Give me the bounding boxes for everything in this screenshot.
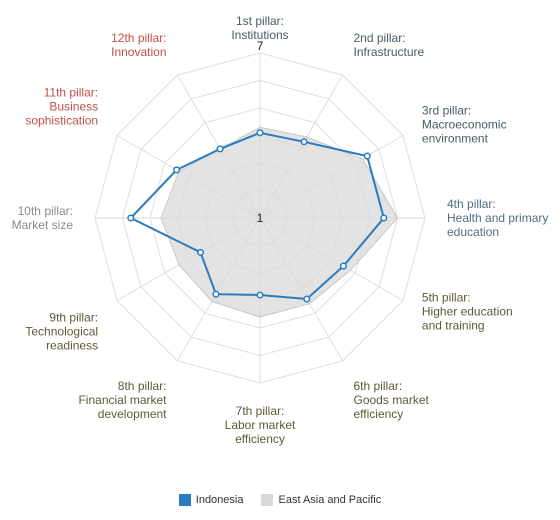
axis-label-line: 11th pillar: <box>44 86 98 100</box>
legend-label-indonesia: Indonesia <box>195 494 244 506</box>
axis-label-line: education <box>447 225 499 239</box>
axis-label-line: 5th pillar: <box>422 291 471 305</box>
axis-label-line: Labor market <box>225 418 296 432</box>
axis-label-line: 12th pillar: <box>111 31 166 45</box>
axis-label-line: Institutions <box>231 28 288 42</box>
axis-label-line: Market size <box>12 218 74 232</box>
axis-label-line: efficiency <box>354 407 404 421</box>
axis-label-line: development <box>98 407 167 421</box>
data-point <box>300 138 308 146</box>
axis-label-line: 10th pillar: <box>18 204 73 218</box>
axis-label-line: 6th pillar: <box>354 379 403 393</box>
tick-label-max: 7 <box>257 39 264 53</box>
axis-label-line: sophistication <box>25 114 98 128</box>
legend-swatch-indonesia <box>178 494 191 506</box>
legend-swatch-east-asia-pacific <box>261 494 274 506</box>
axis-label: 2nd pillar: Infrastructure <box>354 31 425 59</box>
data-point <box>256 291 264 299</box>
data-point <box>363 152 371 160</box>
axis-label: 8th pillar: Financial market development <box>78 379 167 421</box>
axis-label: 12th pillar: Innovation <box>111 31 166 59</box>
axis-label-line: Higher education <box>422 305 513 319</box>
data-point <box>339 262 347 270</box>
axis-label: 3rd pillar: Macroeconomic environment <box>422 104 507 146</box>
data-point <box>303 295 311 303</box>
data-point <box>196 248 205 256</box>
data-point <box>216 145 224 153</box>
axis-label-line: Technological <box>25 325 98 339</box>
axis-label-line: 3rd pillar: <box>422 104 471 118</box>
axis-label-line: readiness <box>46 339 98 353</box>
axis-label-line: Infrastructure <box>354 45 425 59</box>
axis-label: 11th pillar: Business sophistication <box>25 86 98 128</box>
axis-label-line: 1st pillar: <box>236 14 284 28</box>
axis-label-line: Macroeconomic <box>422 118 507 132</box>
axis-label: 6th pillar: Goods market efficiency <box>354 379 430 421</box>
legend-label-east-asia-pacific: East Asia and Pacific <box>278 494 382 506</box>
axis-label-line: 8th pillar: <box>118 379 167 393</box>
axis-label: 5th pillar: Higher education and training <box>422 291 513 333</box>
axis-label-line: efficiency <box>235 432 285 446</box>
data-point <box>380 214 388 222</box>
legend-item-indonesia[interactable]: Indonesia <box>178 494 244 506</box>
axis-label-line: Health and primary <box>447 211 548 225</box>
axis-label-line: 9th pillar: <box>49 311 98 325</box>
axis-label-line: Business <box>49 100 98 114</box>
radar-series <box>127 126 399 318</box>
axis-label: 7th pillar: Labor market efficiency <box>225 404 296 446</box>
axis-label: 1st pillar: Institutions <box>231 14 288 42</box>
data-point <box>256 129 264 137</box>
legend: Indonesia East Asia and Pacific <box>0 490 560 510</box>
axis-label-line: and training <box>422 319 485 333</box>
axis-label-line: 4th pillar: <box>447 197 496 211</box>
data-point <box>212 290 220 298</box>
legend-item-east-asia-pacific[interactable]: East Asia and Pacific <box>261 494 381 506</box>
axis-label: 4th pillar: Health and primary education <box>447 197 548 239</box>
axis-label-line: Innovation <box>111 45 166 59</box>
axis-label-line: 7th pillar: <box>236 404 285 418</box>
axis-label-line: Financial market <box>78 393 167 407</box>
axis-label: 9th pillar: Technological readiness <box>25 311 98 353</box>
tick-label-min: 1 <box>257 211 264 225</box>
axis-label-line: Goods market <box>354 393 430 407</box>
data-point <box>173 166 181 174</box>
axis-label-line: environment <box>422 132 489 146</box>
data-point <box>127 214 135 222</box>
axis-label-line: 2nd pillar: <box>354 31 406 45</box>
axis-label: 10th pillar: Market size <box>12 204 74 232</box>
